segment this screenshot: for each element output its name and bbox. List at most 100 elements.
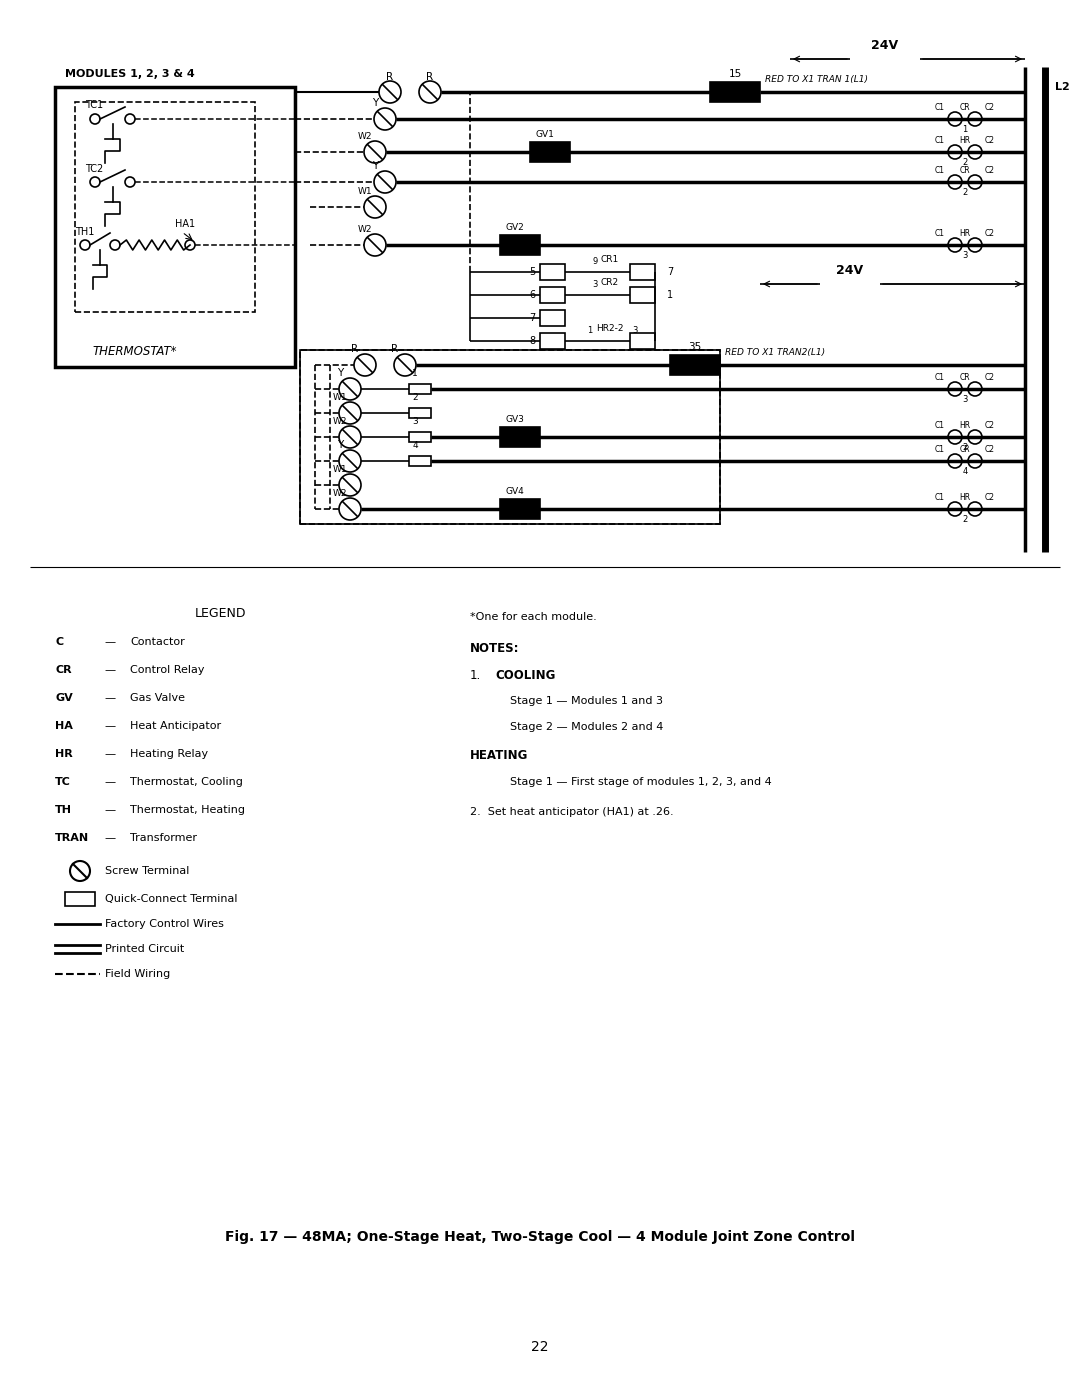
Circle shape — [185, 240, 195, 250]
Circle shape — [339, 402, 361, 425]
Text: Quick-Connect Terminal: Quick-Connect Terminal — [105, 894, 238, 904]
Text: HR: HR — [959, 136, 971, 145]
Text: CR1: CR1 — [600, 256, 619, 264]
Text: C1: C1 — [935, 103, 945, 112]
Text: RED TO X1 TRAN2(L1): RED TO X1 TRAN2(L1) — [725, 348, 825, 358]
Text: W2: W2 — [333, 416, 348, 426]
Text: 24V: 24V — [836, 264, 864, 277]
Text: C2: C2 — [985, 493, 995, 502]
Circle shape — [968, 145, 982, 159]
Circle shape — [339, 474, 361, 496]
Circle shape — [374, 170, 396, 193]
Text: TRAN: TRAN — [55, 833, 90, 842]
Text: W2: W2 — [357, 131, 373, 141]
Text: CR: CR — [960, 373, 970, 381]
Text: HR2-2: HR2-2 — [596, 324, 624, 332]
Text: 5: 5 — [529, 267, 535, 277]
Text: W1: W1 — [357, 187, 373, 196]
Text: C1: C1 — [935, 373, 945, 381]
Text: —: — — [105, 665, 116, 675]
Text: Fig. 17 — 48MA; One-Stage Heat, Two-Stage Cool — 4 Module Joint Zone Control: Fig. 17 — 48MA; One-Stage Heat, Two-Stag… — [225, 1229, 855, 1243]
Circle shape — [968, 430, 982, 444]
Bar — [55, 87, 295, 367]
Text: Thermostat, Heating: Thermostat, Heating — [130, 805, 245, 814]
Circle shape — [364, 196, 386, 218]
Circle shape — [90, 177, 100, 187]
Text: C2: C2 — [985, 420, 995, 430]
Text: 3: 3 — [632, 326, 637, 335]
Text: TH1: TH1 — [75, 226, 94, 237]
Bar — [540, 310, 565, 326]
Text: Screw Terminal: Screw Terminal — [105, 866, 189, 876]
Text: 2: 2 — [962, 515, 968, 524]
Text: C1: C1 — [935, 166, 945, 175]
Text: TC2: TC2 — [85, 163, 104, 175]
Text: Y: Y — [372, 161, 378, 170]
Circle shape — [968, 237, 982, 251]
Circle shape — [948, 454, 962, 468]
Circle shape — [968, 112, 982, 126]
Text: C2: C2 — [985, 136, 995, 145]
Text: Stage 1 — Modules 1 and 3: Stage 1 — Modules 1 and 3 — [510, 696, 663, 705]
Text: W1: W1 — [333, 393, 348, 402]
Circle shape — [394, 353, 416, 376]
Circle shape — [419, 81, 441, 103]
Text: RED TO X1 TRAN 1(L1): RED TO X1 TRAN 1(L1) — [765, 75, 868, 84]
Text: CR: CR — [960, 103, 970, 112]
Text: 1: 1 — [413, 369, 418, 379]
Text: W1: W1 — [333, 465, 348, 474]
Circle shape — [374, 108, 396, 130]
Text: Gas Valve: Gas Valve — [130, 693, 185, 703]
Text: R: R — [391, 344, 399, 353]
Text: 2: 2 — [962, 443, 968, 453]
Text: 15: 15 — [728, 68, 742, 80]
Text: *One for each module.: *One for each module. — [470, 612, 597, 622]
Text: CR2: CR2 — [600, 278, 619, 286]
Text: C1: C1 — [935, 493, 945, 502]
Text: 22: 22 — [531, 1340, 549, 1354]
Circle shape — [948, 237, 962, 251]
Bar — [630, 264, 654, 279]
Text: —: — — [105, 749, 116, 759]
Circle shape — [948, 430, 962, 444]
Circle shape — [339, 379, 361, 400]
Bar — [540, 332, 565, 349]
Circle shape — [70, 861, 90, 882]
Circle shape — [339, 450, 361, 472]
Text: THERMOSTAT*: THERMOSTAT* — [93, 345, 177, 359]
Bar — [540, 286, 565, 303]
Text: Control Relay: Control Relay — [130, 665, 204, 675]
Text: Field Wiring: Field Wiring — [105, 970, 171, 979]
Text: C2: C2 — [985, 373, 995, 381]
Text: C: C — [55, 637, 63, 647]
Text: —: — — [105, 833, 116, 842]
Text: Y: Y — [337, 440, 343, 450]
Bar — [500, 235, 540, 256]
Circle shape — [339, 497, 361, 520]
Text: GV1: GV1 — [536, 130, 554, 138]
Bar — [630, 286, 654, 303]
Text: 3: 3 — [592, 279, 597, 289]
Text: 2: 2 — [962, 189, 968, 197]
Circle shape — [968, 175, 982, 189]
Text: —: — — [105, 805, 116, 814]
Text: Heat Anticipator: Heat Anticipator — [130, 721, 221, 731]
Text: R: R — [387, 73, 393, 82]
Text: CR: CR — [55, 665, 71, 675]
Text: 2.  Set heat anticipator (HA1) at .26.: 2. Set heat anticipator (HA1) at .26. — [470, 807, 674, 817]
Text: 2: 2 — [962, 158, 968, 168]
Text: HA1: HA1 — [175, 219, 195, 229]
Circle shape — [948, 175, 962, 189]
Text: Factory Control Wires: Factory Control Wires — [105, 919, 224, 929]
Bar — [75, 102, 255, 312]
Text: CR: CR — [960, 446, 970, 454]
Text: HA: HA — [55, 721, 72, 731]
Circle shape — [125, 115, 135, 124]
Text: C2: C2 — [985, 446, 995, 454]
Text: TC: TC — [55, 777, 71, 787]
Bar — [65, 893, 95, 907]
Text: C2: C2 — [985, 103, 995, 112]
Circle shape — [948, 381, 962, 395]
Text: GV4: GV4 — [505, 488, 525, 496]
Text: 1: 1 — [667, 291, 673, 300]
